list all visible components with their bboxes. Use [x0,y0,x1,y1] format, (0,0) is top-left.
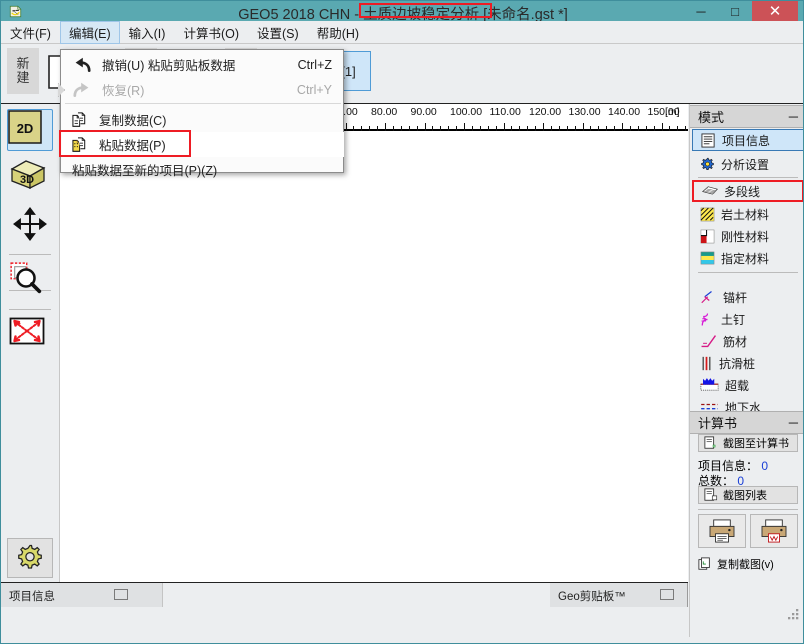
svg-text:3D: 3D [20,174,34,186]
svg-text:2D: 2D [17,121,34,136]
